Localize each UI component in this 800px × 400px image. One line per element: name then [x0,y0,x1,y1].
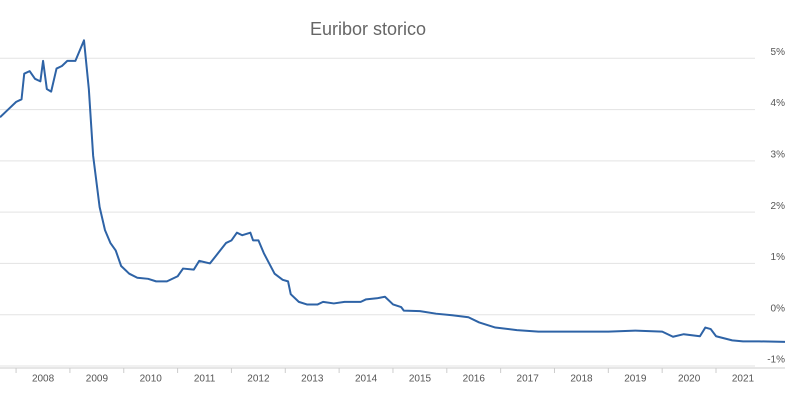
x-tick-label: 2008 [32,374,55,385]
x-tick-label: 2012 [247,374,270,385]
x-tick-label: 2013 [301,374,324,385]
x-tick-label: 2018 [570,374,593,385]
y-tick-label: 4% [771,98,786,109]
data-line [0,39,786,343]
x-tick-label: 2011 [194,374,216,385]
x-tick-label: 2021 [732,374,755,385]
x-tick-label: 2009 [86,374,109,385]
y-tick-label: 5% [771,47,786,58]
x-tick-label: 2015 [409,374,432,385]
y-tick-label: 3% [771,149,786,160]
x-tick-label: 2019 [624,374,647,385]
chart-title: Euribor storico [310,19,426,39]
x-tick-label: 2016 [463,374,486,385]
x-tick-label: 2014 [355,374,378,385]
y-tick-label: -1% [767,355,785,366]
x-tick-label: 2020 [678,374,701,385]
y-tick-label: 0% [771,303,786,314]
y-tick-label: 2% [771,201,786,212]
y-tick-label: 1% [771,252,786,263]
x-tick-label: 2017 [517,374,540,385]
x-tick-label: 2010 [140,374,163,385]
